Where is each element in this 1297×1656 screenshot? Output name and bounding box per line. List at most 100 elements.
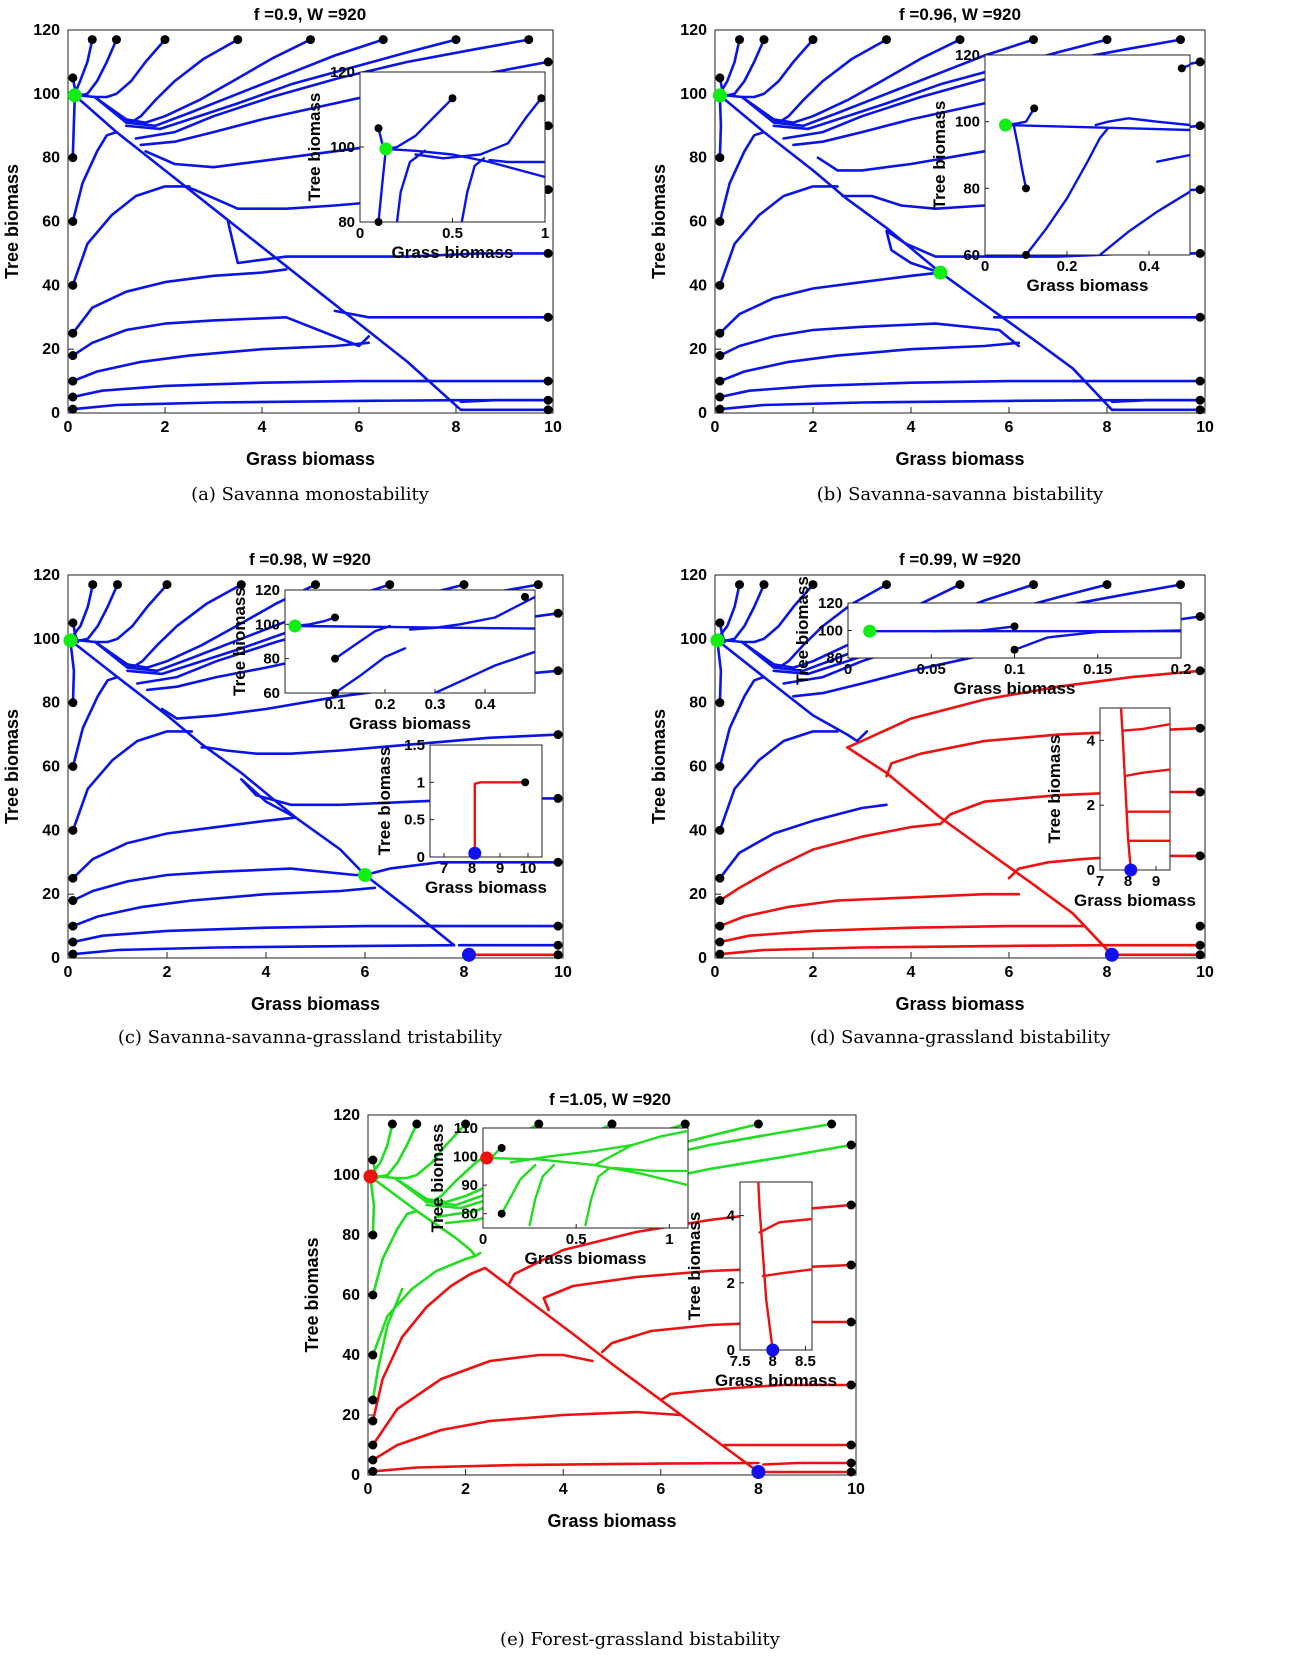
y-tick-label: 4 [727, 1208, 736, 1225]
chart-title: f =0.99, W =920 [899, 550, 1021, 569]
x-tick-label: 2 [161, 419, 170, 436]
trajectory-line [384, 97, 454, 151]
trajectory-line [71, 867, 367, 902]
initial-point [68, 404, 78, 414]
trajectory-line [200, 733, 560, 755]
inset-chart: 7 8 9 0 2 4 Grass biomass Tree biomass [1045, 707, 1196, 910]
initial-point [808, 35, 818, 45]
initial-point [553, 730, 563, 740]
trajectory-line [408, 595, 535, 631]
x-axis-label: Grass biomass [392, 243, 514, 262]
stable-equilibrium [480, 1151, 494, 1165]
trajectory-line [473, 781, 527, 855]
initial-point [735, 580, 744, 590]
trajectory-line [384, 147, 545, 179]
x-tick-label: 1 [541, 225, 549, 242]
trajectory-line [718, 892, 1021, 928]
x-tick-label: 0 [364, 1481, 373, 1498]
x-tick-label: 4 [262, 964, 271, 981]
y-axis-label: Tree biomass [230, 587, 249, 696]
y-tick-label: 120 [680, 22, 707, 39]
trajectory-line [718, 822, 942, 902]
trajectory-line [584, 1166, 611, 1227]
trajectory-line [718, 185, 839, 287]
y-axis-label: Tree biomass [793, 576, 812, 685]
x-axis-label: Grass biomass [547, 1511, 676, 1531]
x-tick-label: 0.2 [1171, 661, 1192, 678]
y-tick-label: 40 [42, 277, 60, 294]
y-tick-label: 120 [333, 1107, 360, 1124]
trajectory-line [371, 1254, 477, 1357]
trajectory-line [1004, 123, 1190, 132]
y-tick-label: 20 [42, 341, 60, 358]
trajectory-line [414, 97, 543, 160]
initial-point [368, 1440, 378, 1450]
trajectory-line [71, 95, 77, 159]
y-tick-label: 120 [33, 22, 60, 39]
initial-point [68, 280, 78, 290]
initial-point [1195, 940, 1205, 950]
chart-title: f =0.96, W =920 [899, 5, 1021, 24]
trajectory-line [718, 341, 1021, 383]
initial-point [368, 1395, 378, 1405]
y-tick-label: 120 [330, 64, 355, 81]
initial-point [553, 666, 563, 676]
y-tick-label: 60 [963, 247, 980, 264]
y-tick-label: 60 [689, 214, 707, 231]
trajectory-line [1121, 723, 1170, 732]
trajectory-line [659, 1383, 853, 1402]
initial-point [88, 580, 98, 590]
initial-point [846, 1317, 856, 1327]
initial-point [160, 35, 170, 45]
trajectory-line [69, 640, 76, 704]
y-tick-label: 60 [42, 214, 60, 231]
initial-point [543, 376, 553, 386]
trajectory-line [333, 624, 392, 660]
initial-point [68, 873, 78, 883]
series-group [1119, 708, 1170, 870]
y-tick-label: 80 [342, 1227, 360, 1244]
trajectory-line [71, 268, 288, 335]
initial-point [715, 949, 725, 959]
initial-point [715, 698, 725, 708]
initial-point [1195, 57, 1205, 67]
initial-point [521, 592, 529, 601]
initial-point [368, 1455, 378, 1465]
x-tick-label: 1 [665, 1231, 673, 1248]
trajectory-line [71, 730, 194, 832]
trajectory-line [371, 1410, 682, 1462]
trajectory-line [528, 1163, 555, 1227]
initial-point [543, 57, 553, 67]
inset-chart: 0.1 0.2 0.3 0.4 60 80 100 120 Grass biomass Tree … [230, 582, 536, 733]
x-tick-label: 8 [460, 964, 469, 981]
initial-point [68, 376, 78, 386]
series-group [757, 1182, 812, 1350]
y-tick-label: 60 [689, 759, 707, 776]
trajectory-line [718, 803, 888, 880]
trajectory-line [716, 583, 766, 642]
series-group [71, 38, 550, 412]
x-tick-label: 10 [520, 860, 537, 877]
initial-point [368, 1350, 378, 1360]
stable-equilibrium [63, 633, 78, 648]
y-tick-label: 0 [698, 405, 707, 422]
x-tick-label: 10 [1196, 964, 1214, 981]
initial-point [882, 35, 891, 45]
y-tick-label: 0 [1087, 862, 1095, 879]
series-group [1004, 63, 1190, 255]
initial-point [68, 73, 78, 83]
trajectory-line [718, 924, 1084, 944]
initial-point [461, 1119, 471, 1129]
x-tick-label: 0 [711, 964, 720, 981]
trajectory-line [460, 157, 486, 222]
initial-point [715, 762, 725, 771]
y-axis-label: Tree biomass [649, 164, 669, 279]
initial-point [1195, 787, 1205, 797]
y-axis-label: Tree biomass [930, 101, 949, 210]
y-tick-label: 40 [689, 822, 707, 839]
x-axis-label: Grass biomass [895, 449, 1024, 469]
trajectory-line [371, 1287, 404, 1402]
y-tick-label: 1 [417, 774, 425, 791]
